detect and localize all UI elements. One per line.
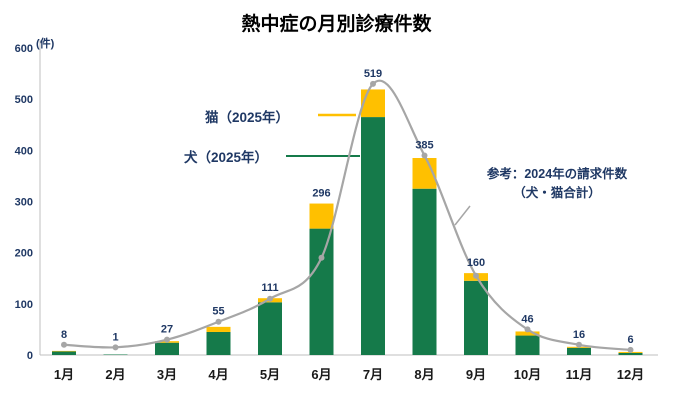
dog-series-annotation: 犬（2025年）: [184, 150, 269, 165]
y-axis-tick-label: 500: [15, 94, 33, 106]
month-axis-label: 1月: [54, 367, 74, 382]
y-axis-tick-label: 600: [15, 43, 33, 55]
stack-total-label: 16: [573, 329, 585, 341]
ref-2024-marker: [215, 318, 222, 325]
month-axis-label: 7月: [363, 367, 383, 382]
ref-annotation-leader-line: [454, 205, 471, 226]
cat-series-annotation: 猫（2025年）: [205, 110, 290, 125]
ref-series-annotation: 参考：2024年の請求件数 （犬・猫合計）: [448, 165, 666, 204]
dog-2025-bar: [567, 347, 591, 355]
dog-2025-bar: [361, 117, 385, 355]
month-axis-label: 6月: [311, 367, 331, 382]
stack-total-label: 296: [312, 188, 330, 200]
dog-2025-bar: [618, 352, 643, 355]
stack-total-label: 519: [364, 68, 382, 80]
dog-2025-bar: [52, 351, 76, 355]
ref-2024-line: [63, 79, 631, 351]
ref-annotation-line1: 参考：2024年の請求件数: [486, 167, 628, 181]
dog-2025-bar: [515, 335, 540, 355]
chart-title: 熱中症の月別診療件数: [241, 14, 432, 35]
stack-total-label: 160: [467, 257, 485, 269]
cat-2025-bar: [52, 350, 76, 352]
month-axis-label: 5月: [260, 367, 280, 382]
stack-total-label: 111: [261, 282, 278, 294]
dog-2025-bar: [103, 354, 128, 355]
month-axis-label: 11月: [566, 367, 593, 382]
cat-2025-bar: [309, 203, 334, 229]
y-axis-tick-label: 200: [15, 248, 33, 260]
ref-2024-marker: [61, 341, 67, 348]
ref-2024-marker: [267, 295, 273, 302]
cat-2025-bar: [206, 326, 231, 332]
dog-2025-bar: [258, 302, 282, 355]
dog-2025-bar: [155, 342, 179, 355]
y-axis-tick-label: 400: [15, 145, 33, 157]
month-axis-label: 4月: [208, 367, 228, 382]
cat-2025-bar: [361, 89, 385, 118]
ref-2024-marker: [318, 254, 325, 261]
month-axis-label: 8月: [414, 367, 434, 382]
stack-total-label: 1: [112, 331, 118, 343]
cat-2025-bar: [515, 331, 540, 336]
stack-total-label: 55: [212, 306, 224, 318]
stack-total-label: 385: [415, 139, 433, 151]
y-axis-tick-label: 100: [15, 299, 33, 311]
ref-2024-marker: [473, 272, 479, 279]
dog-2025-bar: [464, 280, 488, 355]
ref-2024-marker: [421, 152, 428, 159]
dog-2025-bar: [412, 188, 437, 355]
ref-2024-marker: [112, 344, 119, 351]
stack-total-label: 27: [161, 324, 173, 336]
ref-2024-marker: [576, 341, 582, 348]
month-axis-label: 12月: [617, 367, 644, 382]
dog-2025-bar: [309, 228, 334, 355]
dog-2025-bar: [206, 331, 231, 355]
month-axis-label: 10月: [514, 367, 541, 382]
stack-total-label: 6: [627, 334, 633, 346]
ref-annotation-line2: （犬・猫合計）: [513, 186, 601, 201]
stack-total-label: 46: [521, 313, 533, 325]
ref-2024-marker: [370, 80, 376, 87]
y-axis-tick-label: 0: [27, 350, 33, 362]
y-axis-tick-label: 300: [15, 197, 33, 209]
y-axis-unit-label: (件): [36, 38, 55, 50]
ref-2024-marker: [164, 336, 170, 343]
month-axis-label: 3月: [157, 367, 177, 382]
ref-2024-marker: [524, 326, 531, 333]
month-axis-label: 9月: [466, 367, 486, 382]
ref-2024-marker: [627, 346, 634, 353]
stack-total-label: 8: [61, 329, 67, 341]
month-axis-label: 2月: [105, 367, 125, 382]
